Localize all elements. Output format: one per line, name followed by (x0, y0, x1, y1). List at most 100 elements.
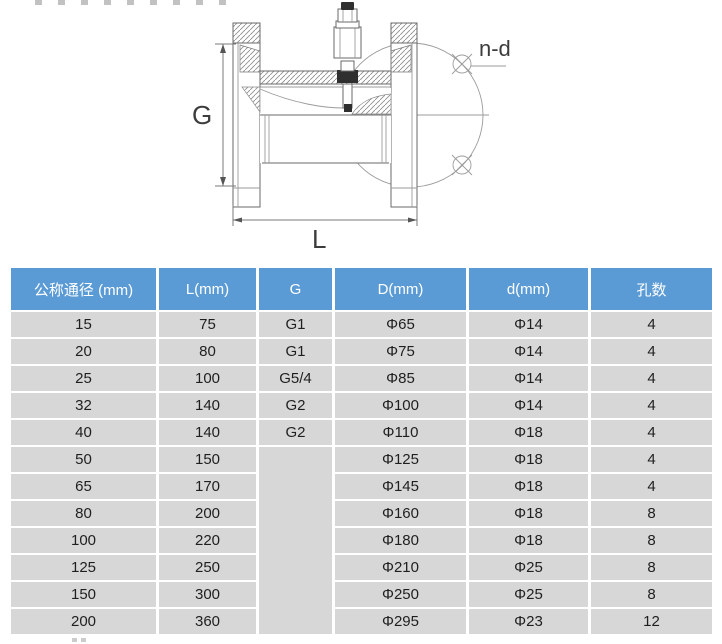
table-row: 32 140 G2 Φ100 Φ14 4 (11, 393, 712, 418)
column-header: d(mm) (469, 268, 588, 310)
table-row: 200 360 Φ295 Φ23 12 (11, 609, 712, 634)
table-cell: 220 (159, 528, 256, 553)
table-cell: 4 (591, 366, 712, 391)
table-cell: Φ75 (335, 339, 466, 364)
bolt-circle-bottom (451, 154, 473, 176)
table-row: 40 140 G2 Φ110 Φ18 4 (11, 420, 712, 445)
flange-left (232, 22, 261, 208)
table-cell: Φ180 (335, 528, 466, 553)
bolt-circle-top (451, 53, 506, 75)
table-cell: 4 (591, 339, 712, 364)
table-cell: Φ18 (469, 420, 588, 445)
column-header: G (259, 268, 332, 310)
column-header: 孔数 (591, 268, 712, 310)
table-cell: 4 (591, 312, 712, 337)
table-cell: Φ210 (335, 555, 466, 580)
table-cell: 4 (591, 447, 712, 472)
table-cell: 125 (11, 555, 156, 580)
table-row: 125 250 Φ210 Φ25 8 (11, 555, 712, 580)
column-header: 公称通径 (mm) (11, 268, 156, 310)
table-cell: 12 (591, 609, 712, 634)
table-cell: 8 (591, 501, 712, 526)
table-cell: 80 (11, 501, 156, 526)
table-cell: 4 (591, 393, 712, 418)
table-cell: 75 (159, 312, 256, 337)
meter-body-top (259, 70, 392, 88)
flange-right (390, 22, 418, 208)
table-cell: 140 (159, 393, 256, 418)
table-cell: Φ18 (469, 474, 588, 499)
table-cell: Φ23 (469, 609, 588, 634)
table-cell: 40 (11, 420, 156, 445)
table-cell (259, 447, 332, 634)
table-cell: Φ85 (335, 366, 466, 391)
table-cell: Φ18 (469, 447, 588, 472)
table-cell: 200 (159, 501, 256, 526)
dimension-g: G (192, 43, 236, 187)
table-cell: 20 (11, 339, 156, 364)
table-cell: Φ14 (469, 366, 588, 391)
table-cell: 32 (11, 393, 156, 418)
table-row: 150 300 Φ250 Φ25 8 (11, 582, 712, 607)
table-cell: 100 (159, 366, 256, 391)
table-cell: 300 (159, 582, 256, 607)
table-cell: 170 (159, 474, 256, 499)
table-cell: 50 (11, 447, 156, 472)
table-cell: 65 (11, 474, 156, 499)
table-cell: Φ145 (335, 474, 466, 499)
column-header: L(mm) (159, 268, 256, 310)
table-cell: Φ14 (469, 393, 588, 418)
table-cell: 80 (159, 339, 256, 364)
table-cell: Φ100 (335, 393, 466, 418)
flow-meter-dimension-drawing: n-d (192, 2, 511, 254)
table-cell: Φ25 (469, 582, 588, 607)
table-cell: G1 (259, 312, 332, 337)
table-row: 25 100 G5/4 Φ85 Φ14 4 (11, 366, 712, 391)
table-cell: Φ18 (469, 501, 588, 526)
table-row: 100 220 Φ180 Φ18 8 (11, 528, 712, 553)
meter-interior (241, 86, 392, 115)
table-cell: 25 (11, 366, 156, 391)
table-cell: 4 (591, 474, 712, 499)
table-cell: Φ250 (335, 582, 466, 607)
table-cell: Φ14 (469, 312, 588, 337)
table-cell: 8 (591, 528, 712, 553)
table-cell: G5/4 (259, 366, 332, 391)
table-cell: Φ295 (335, 609, 466, 634)
table-cell: Φ14 (469, 339, 588, 364)
table-cell: G2 (259, 393, 332, 418)
table-cell: 200 (11, 609, 156, 634)
table-cell: 4 (591, 420, 712, 445)
table-cell: 8 (591, 582, 712, 607)
table-cell: 150 (159, 447, 256, 472)
column-header: D(mm) (335, 268, 466, 310)
table-cell: 8 (591, 555, 712, 580)
table-cell: Φ65 (335, 312, 466, 337)
table-row: 15 75 G1 Φ65 Φ14 4 (11, 312, 712, 337)
dimensions-table: 公称通径 (mm) L(mm) G D(mm) d(mm) 孔数 15 75 G1 Φ65 Φ14… (8, 266, 715, 636)
cropped-heading-remnant (35, 0, 235, 5)
table-cell: 360 (159, 609, 256, 634)
cropped-row-remnant (72, 638, 90, 642)
table-cell: 140 (159, 420, 256, 445)
sensor-assembly (333, 2, 362, 112)
meter-body-tube (260, 114, 391, 164)
dimension-label-g: G (192, 100, 212, 130)
table-header-row: 公称通径 (mm) L(mm) G D(mm) d(mm) 孔数 (11, 268, 712, 310)
table-cell: Φ125 (335, 447, 466, 472)
table-cell: Φ110 (335, 420, 466, 445)
table-row: 20 80 G1 Φ75 Φ14 4 (11, 339, 712, 364)
table-row: 80 200 Φ160 Φ18 8 (11, 501, 712, 526)
table-cell: Φ25 (469, 555, 588, 580)
table-cell: Φ160 (335, 501, 466, 526)
table-cell: 15 (11, 312, 156, 337)
dimension-l: L (232, 205, 418, 254)
dimension-label-l: L (312, 224, 326, 254)
table-cell: 100 (11, 528, 156, 553)
bolt-holes-label: n-d (479, 36, 511, 61)
table-cell: 150 (11, 582, 156, 607)
table-cell: Φ18 (469, 528, 588, 553)
table-cell: 250 (159, 555, 256, 580)
table-row: 50 150 Φ125 Φ18 4 (11, 447, 712, 634)
